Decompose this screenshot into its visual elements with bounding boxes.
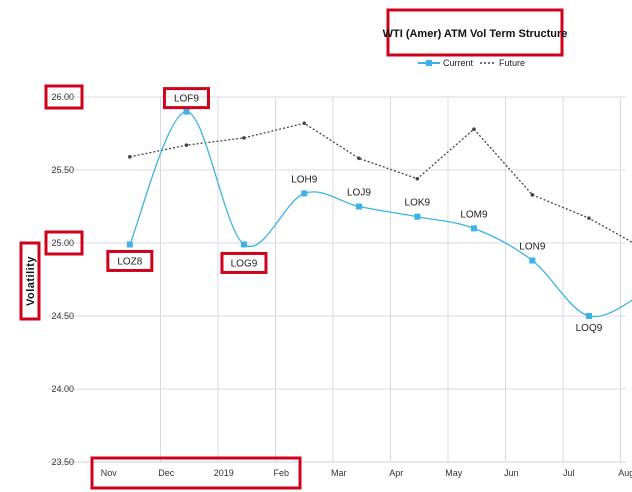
current-point [183,108,190,115]
x-tick-label: Aug [618,468,632,478]
y-tick-label: 25.00 [51,238,74,248]
ytick-highlight-box [44,84,84,110]
x-tick-label: Mar [331,468,347,478]
x-tick-label: Apr [389,468,403,478]
y-tick-label: 24.50 [51,311,74,321]
x-tick-label: Dec [158,468,175,478]
legend: Current Future [418,58,525,68]
chart-title: WTI (Amer) ATM Vol Term Structure [383,28,568,40]
future-point [242,136,246,140]
future-point [530,193,535,197]
future-point [415,176,420,181]
current-point [529,257,536,264]
legend-current-label: Current [443,58,474,68]
legend-current-marker [426,60,432,66]
point-label: LOG9 [231,258,258,269]
y-axis-label: Volatility [25,256,37,306]
current-point [355,203,362,210]
point-label: LON9 [519,242,546,253]
point-label: LOF9 [174,94,199,105]
label-highlight-box [162,87,210,110]
current-point [470,225,477,232]
future-line [129,122,632,243]
future-point [472,127,476,131]
label-highlight-box [106,249,154,272]
current-point [240,241,247,248]
current-point [585,313,592,319]
future-series [128,121,632,243]
x-tick-label: Nov [101,468,118,478]
y-tick-label: 23.50 [51,457,74,467]
x-tick-label: 2019 [214,468,234,478]
current-series [126,108,632,319]
x-tick-label: Jun [504,468,519,478]
point-label: LOJ9 [347,188,371,199]
label-highlight-box [220,251,268,274]
y-tick-label: 25.50 [51,165,74,175]
point-labels: LOZ8 LOF9 LOG9 LOH9 LOJ9 LOK9 LOM9 LON9 LOQ9 [117,94,602,334]
ylabel-highlight-box [19,241,41,321]
y-tick-label: 26.00 [51,92,74,102]
highlight-boxes [44,84,302,490]
ytick-highlight-box [44,230,84,256]
point-label: LOH9 [291,174,318,185]
point-label: LOM9 [460,209,488,220]
y-tick-label: 24.00 [51,384,74,394]
point-label: LOQ9 [576,323,603,334]
legend-future-label: Future [499,58,525,68]
x-tick-label: Jul [563,468,575,478]
current-point [301,190,308,197]
x-tick-label: Feb [273,468,289,478]
current-point [414,213,421,220]
future-point [184,143,189,147]
point-label: LOK9 [405,198,431,209]
future-point [302,121,307,126]
xaxis-highlight-box [90,456,302,490]
current-point [126,241,133,248]
point-label: LOZ8 [117,256,142,267]
x-axis-ticks: Nov Dec 2019 Feb Mar Apr May Jun Jul Aug [101,468,632,478]
future-point [357,156,361,161]
y-axis-ticks: 23.50 24.00 24.50 25.00 25.50 26.00 [51,92,74,467]
title-highlight-box [386,8,564,57]
grid [48,96,626,463]
x-tick-label: May [445,468,463,478]
future-point [587,216,591,220]
future-point [128,155,132,159]
